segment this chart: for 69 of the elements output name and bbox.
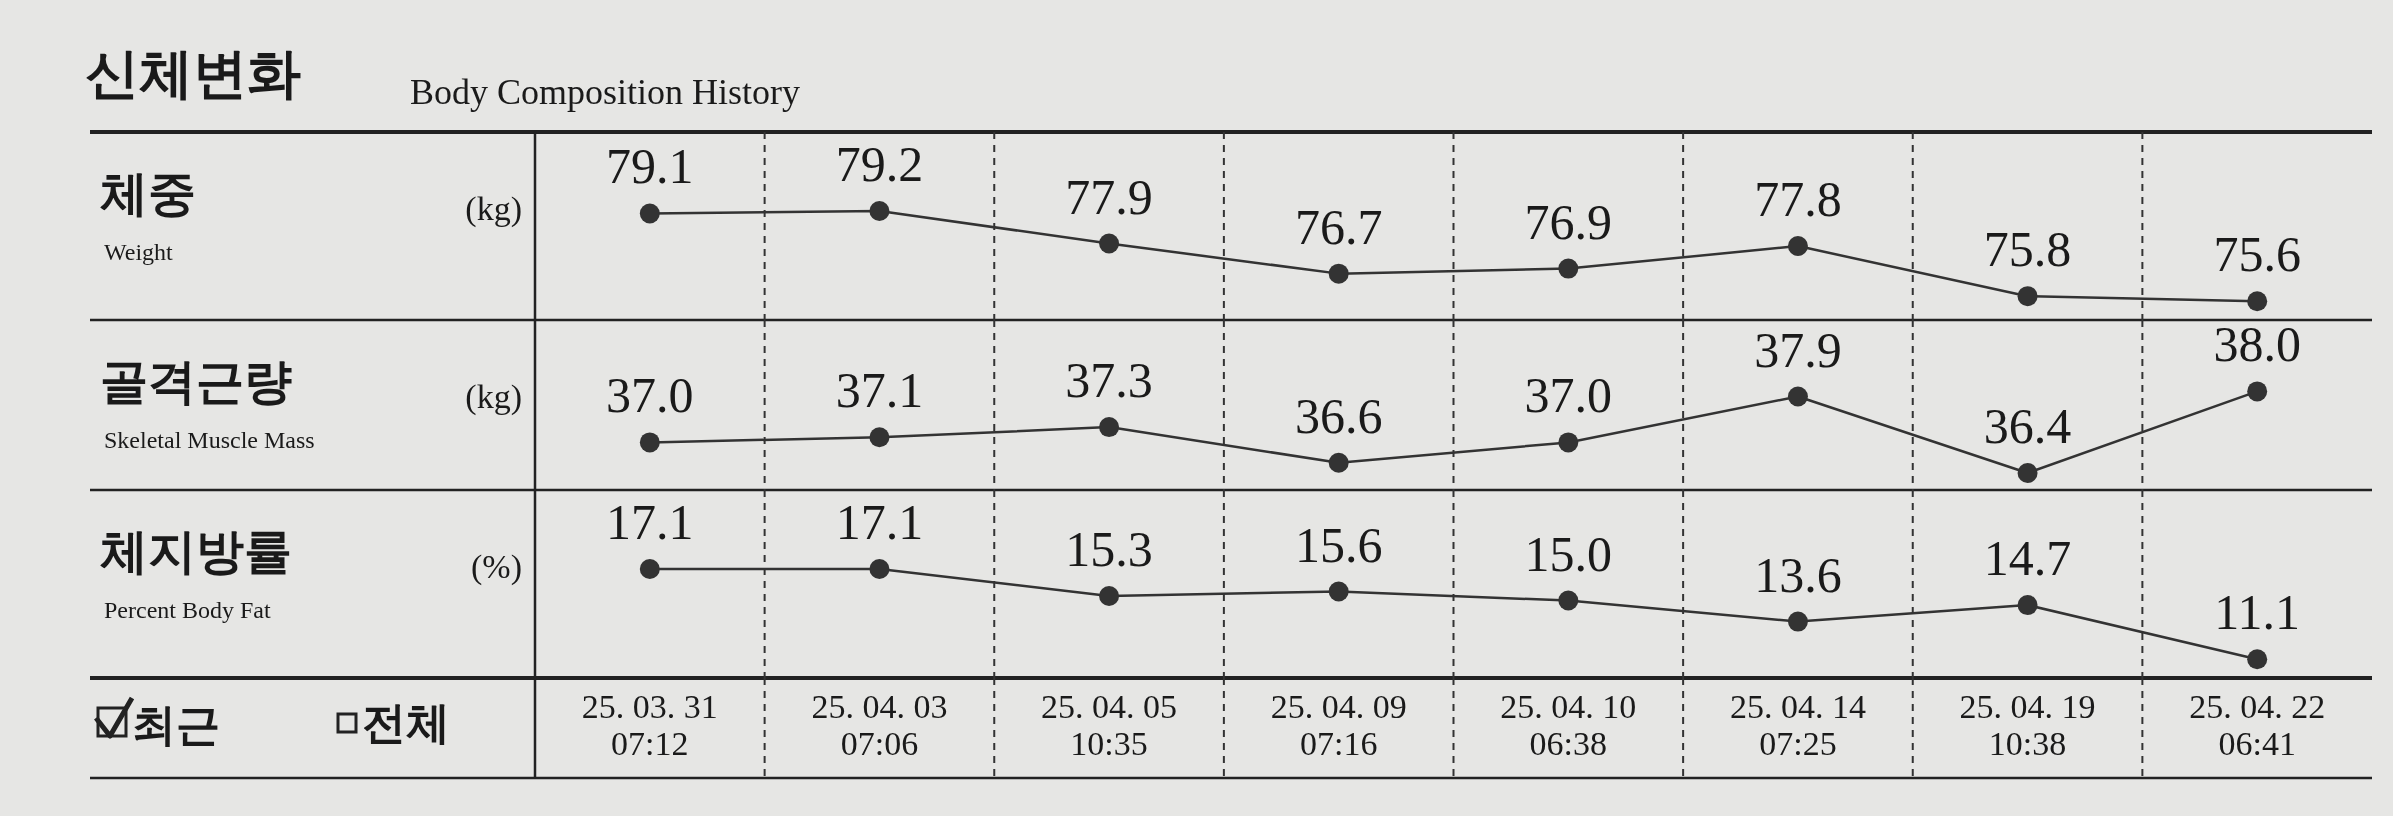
point [1558, 258, 1579, 279]
point [2017, 595, 2038, 616]
text: Percent Body Fat [104, 597, 271, 623]
point [1787, 386, 1808, 407]
data-label: 76.7 [1294, 198, 1383, 255]
x-tick-label: 25. 04. 14 07:25 [1729, 688, 1866, 763]
data-label: 77.8 [1754, 171, 1842, 228]
point [2017, 286, 2038, 307]
chart-subtitle: Body Composition History [410, 72, 801, 112]
point [1328, 263, 1349, 284]
point [1558, 590, 1579, 611]
point [2247, 381, 2268, 402]
x-tick-label: 25. 04. 19 10:38 [1959, 688, 2096, 763]
point [1787, 236, 1808, 257]
data-label: 37.1 [835, 362, 924, 419]
data-label: 11.1 [2214, 584, 2301, 641]
data-label: 37.0 [606, 367, 694, 424]
point [1099, 586, 1120, 607]
data-label: 79.2 [835, 135, 924, 192]
x-tick-label: 25. 04. 05 10:35 [1041, 688, 1178, 763]
data-label: 36.6 [1294, 387, 1383, 444]
text: Skeletal Muscle Mass [104, 427, 315, 453]
data-label: 15.0 [1524, 525, 1613, 582]
data-label: 79.1 [606, 138, 694, 195]
point [2247, 291, 2268, 312]
data-label: 38.0 [2213, 316, 2301, 373]
data-label: 36.4 [1983, 398, 2072, 454]
data-label: 75.6 [2213, 226, 2301, 283]
data-label: 15.3 [1065, 521, 1153, 578]
data-label: 17.1 [835, 493, 924, 550]
point [639, 558, 660, 579]
point [869, 427, 890, 448]
point [639, 432, 660, 453]
point [1328, 452, 1349, 473]
data-label: 17.1 [606, 493, 694, 550]
data-label: 76.9 [1524, 193, 1613, 250]
data-label: 37.3 [1065, 352, 1153, 409]
text: (kg) [465, 190, 522, 228]
x-tick-label: 25. 04. 22 06:41 [2189, 688, 2326, 763]
data-label: 77.9 [1065, 168, 1153, 225]
data-label: 15.6 [1294, 516, 1383, 573]
point [869, 558, 890, 579]
y-axis-title: 체지방률 [100, 523, 292, 579]
text: Weight [104, 239, 174, 265]
point [2017, 463, 2038, 483]
point [1328, 581, 1349, 602]
point [1558, 432, 1579, 453]
point [2247, 649, 2268, 670]
x-tick-label: 25. 04. 03 07:06 [811, 688, 948, 763]
text: (kg) [465, 378, 522, 416]
chart-title: 신체변화 [85, 42, 301, 105]
y-axis-title: 체중 [100, 165, 196, 221]
data-label: 37.0 [1524, 367, 1613, 424]
data-label: 75.8 [1983, 221, 2072, 278]
point [1099, 233, 1120, 254]
data-label: 37.9 [1754, 321, 1842, 378]
x-tick-label: 25. 03. 31 07:12 [581, 688, 718, 763]
x-tick-label: 25. 04. 09 07:16 [1270, 688, 1407, 763]
text: 최근 [132, 699, 220, 750]
data-label: 13.6 [1754, 546, 1842, 603]
text: 전체 [362, 697, 450, 748]
data-label: 14.7 [1983, 530, 2072, 587]
text: (%) [471, 548, 522, 586]
point [1099, 417, 1120, 438]
point [639, 203, 660, 224]
point [869, 200, 890, 221]
y-axis-title: 골격근량 [100, 353, 292, 409]
point [1787, 611, 1808, 632]
x-tick-label: 25. 04. 10 06:38 [1500, 688, 1637, 763]
